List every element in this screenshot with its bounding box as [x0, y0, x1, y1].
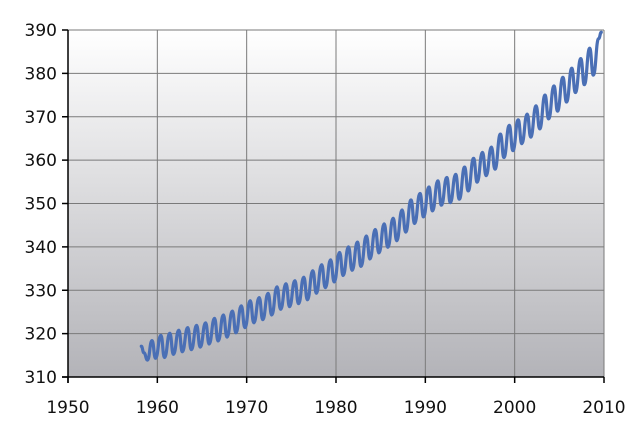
series-line-0 [139, 30, 603, 362]
series-layer [139, 30, 603, 362]
x-tick-label-2000: 2000 [493, 398, 536, 418]
y-tick-label-350: 350 [25, 195, 57, 215]
axes [62, 29, 605, 383]
tick-labels: 310 320 330 340 350 360 370 380 390 1950 1960 1970 1… [25, 21, 626, 418]
y-tick-label-380: 380 [25, 64, 57, 84]
y-tick-label-360: 360 [25, 151, 57, 171]
y-tick-label-340: 340 [25, 238, 57, 258]
x-tick-label-1980: 1980 [314, 398, 357, 418]
y-tick-label-370: 370 [25, 108, 57, 128]
x-tick-label-1960: 1960 [136, 398, 179, 418]
x-tick-label-1970: 1970 [225, 398, 268, 418]
x-tick-label-1950: 1950 [46, 398, 89, 418]
y-tick-label-320: 320 [25, 325, 57, 345]
x-tick-label-2010: 2010 [582, 398, 625, 418]
y-tick-label-330: 330 [25, 281, 57, 301]
x-tick-label-1990: 1990 [404, 398, 447, 418]
y-tick-label-310: 310 [25, 368, 57, 388]
y-tick-label-390: 390 [25, 21, 57, 41]
